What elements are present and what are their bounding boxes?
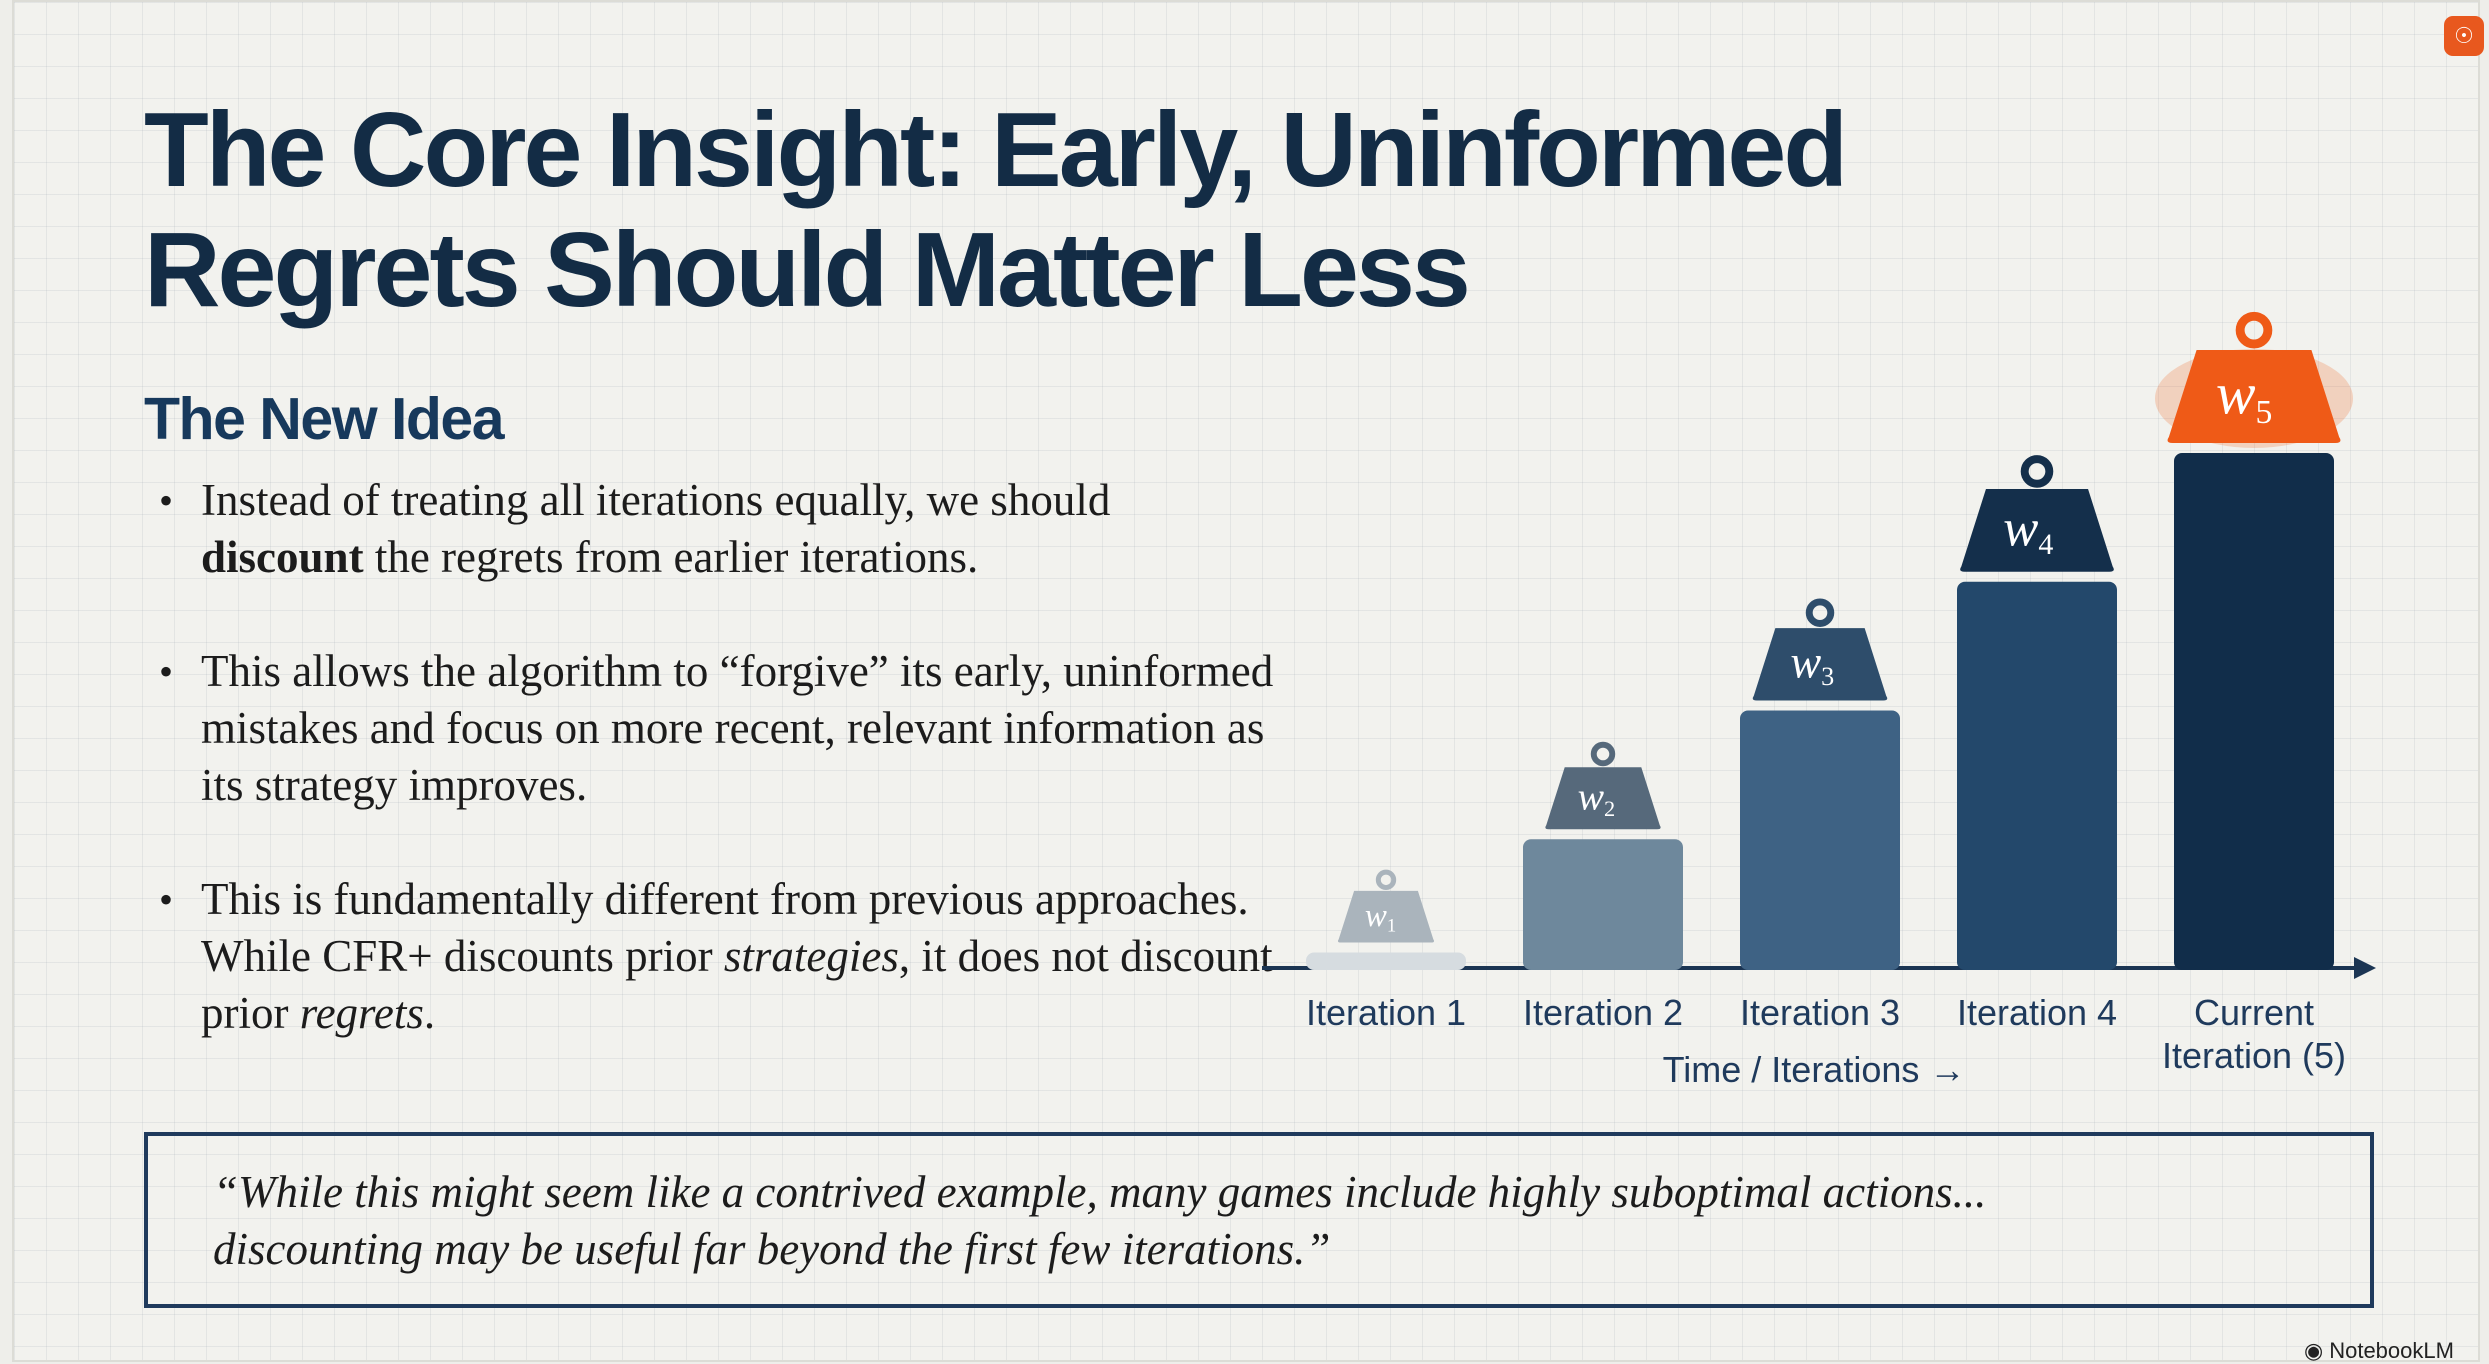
quote-text: “While this might seem like a contrived … bbox=[213, 1164, 2333, 1278]
category-label: Iteration 1 bbox=[1306, 992, 1466, 1033]
bullet-text-run: , it does not discount prior bbox=[201, 931, 1273, 1038]
weight-ring bbox=[1805, 598, 1835, 627]
bullet-text-run: . bbox=[423, 988, 436, 1038]
slide-title: The Core Insight: Early, Uninformed Regr… bbox=[144, 90, 2144, 330]
bullet-item: This is fundamentally different from pre… bbox=[159, 871, 1279, 1042]
title-line-1: The Core Insight: Early, Uninformed bbox=[144, 91, 1848, 209]
bullet-text-run: This is fundamentally different from pre… bbox=[201, 874, 1249, 981]
quote-box: “While this might seem like a contrived … bbox=[144, 1132, 2374, 1308]
x-axis-title: Time / Iterations → bbox=[1663, 1049, 1966, 1090]
weight-body bbox=[2167, 349, 2341, 443]
weight-label: w1 bbox=[1365, 898, 1396, 937]
weight-ring bbox=[1375, 869, 1397, 891]
category-label: Iteration (5) bbox=[2162, 1035, 2346, 1076]
bullet-text-run: regrets bbox=[299, 988, 424, 1038]
bullet-item: This allows the algorithm to “forgive” i… bbox=[159, 643, 1279, 814]
weight-bar-chart: w1 Iteration 1 w2 Iteration 2 w3 Iteration 3 w… bbox=[1262, 311, 2376, 1090]
category-label: Iteration 4 bbox=[1957, 992, 2117, 1033]
bullet-text-run: discount bbox=[201, 532, 364, 582]
quote-line-1: “While this might seem like a contrived … bbox=[213, 1167, 1987, 1217]
title-line-2: Regrets Should Matter Less bbox=[144, 211, 1471, 329]
weight-icon: w4 bbox=[1960, 455, 2114, 572]
brand-footer: ◉ NotebookLM bbox=[2304, 1338, 2454, 1364]
weight-label: w4 bbox=[2003, 499, 2053, 561]
lightbulb-icon[interactable]: ☉ bbox=[2444, 16, 2484, 56]
bullet-text-run: This allows the algorithm to “forgive” i… bbox=[201, 646, 1274, 810]
weight-ring bbox=[1590, 741, 1616, 767]
bullet-item: Instead of treating all iterations equal… bbox=[159, 472, 1279, 586]
x-axis-arrow bbox=[2354, 957, 2376, 979]
weight-icon: w5 bbox=[2155, 311, 2353, 448]
bullet-text-run: strategies bbox=[723, 931, 899, 981]
weight-ring bbox=[2020, 455, 2054, 488]
slide: ☉ The Core Insight: Early, Uninformed Re… bbox=[12, 0, 2484, 1364]
bar bbox=[1740, 710, 1900, 970]
weight-icon: w1 bbox=[1337, 869, 1435, 943]
bullet-list: Instead of treating all iterations equal… bbox=[159, 472, 1279, 1042]
weight-label: w3 bbox=[1790, 636, 1834, 691]
bar bbox=[2174, 453, 2334, 970]
notebooklm-logo-icon: ◉ bbox=[2304, 1338, 2324, 1363]
quote-line-2: discounting may be useful far beyond the… bbox=[213, 1224, 1331, 1274]
weight-icon: w3 bbox=[1752, 598, 1888, 701]
bar bbox=[1957, 581, 2117, 970]
category-label: Iteration 3 bbox=[1740, 992, 1900, 1033]
category-label: Iteration 2 bbox=[1523, 992, 1683, 1033]
weight-body bbox=[1960, 489, 2114, 572]
weight-icon: w2 bbox=[1545, 741, 1661, 830]
bar bbox=[1523, 839, 1683, 970]
weight-label: w2 bbox=[1578, 774, 1616, 821]
weight-body bbox=[1752, 628, 1888, 701]
weight-label: w5 bbox=[2216, 360, 2272, 431]
bullet-text-run: the regrets from earlier iterations. bbox=[363, 532, 979, 582]
subheading: The New Idea bbox=[144, 386, 505, 452]
bullet-text-run: Instead of treating all iterations equal… bbox=[201, 475, 1111, 525]
bar bbox=[1306, 952, 1466, 970]
weight-ring bbox=[2235, 311, 2273, 349]
weight-body bbox=[1337, 890, 1435, 943]
brand-name: NotebookLM bbox=[2329, 1338, 2454, 1363]
weight-body bbox=[1545, 767, 1661, 830]
category-label: Current bbox=[2194, 992, 2314, 1033]
